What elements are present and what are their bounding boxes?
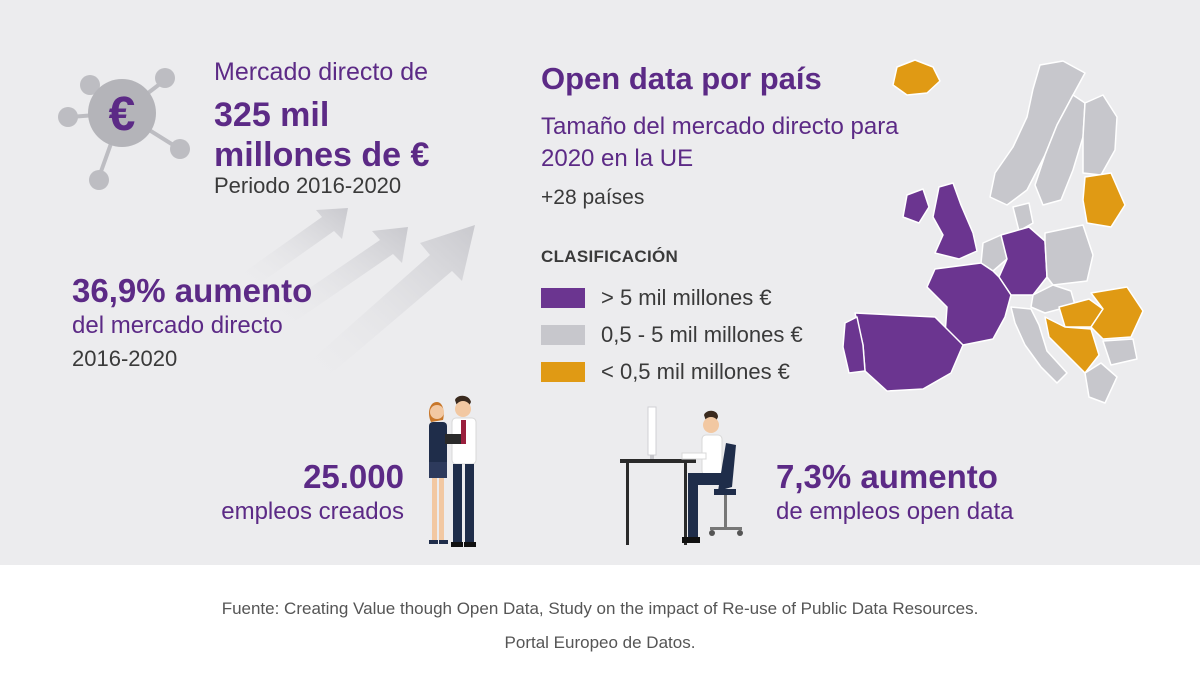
map-norway <box>989 60 1086 206</box>
source-line-2: Portal Europeo de Datos. <box>504 633 696 652</box>
map-france <box>926 262 1012 346</box>
map-germany <box>998 226 1048 296</box>
map-iceland <box>892 59 941 96</box>
map-benelux <box>980 234 1008 272</box>
market-period: Periodo 2016-2020 <box>214 173 402 198</box>
legend-item-high: > 5 mil millones € <box>541 285 772 311</box>
market-amount-line2: millones de € <box>214 136 430 174</box>
increase-years: 2016-2020 <box>72 346 178 371</box>
jobs-subtitle: empleos creados <box>221 498 404 525</box>
map-portugal <box>842 316 866 374</box>
europe-map <box>842 59 1144 404</box>
legend-title: CLASIFICACIÓN <box>541 247 679 266</box>
legend-swatch-low <box>541 362 585 382</box>
footer: Fuente: Creating Value though Open Data,… <box>0 565 1200 684</box>
legend-label-low: < 0,5 mil millones € <box>601 359 790 384</box>
growth-arrows-icon <box>240 208 475 385</box>
euro-network-icon: € <box>58 68 190 190</box>
legend-swatch-high <box>541 288 585 308</box>
svg-text:€: € <box>109 88 136 141</box>
desk-worker-illustration <box>620 406 743 545</box>
increase-subtitle: del mercado directo <box>72 312 283 339</box>
map-italy <box>1010 306 1068 384</box>
map-baltics <box>1082 172 1126 228</box>
legend-label-high: > 5 mil millones € <box>601 285 772 310</box>
map-greece <box>1084 362 1118 404</box>
legend-swatch-mid <box>541 325 585 345</box>
map-romania <box>1090 286 1144 340</box>
infographic-panel: € Mercado directo de 325 mil millones de… <box>0 0 1200 565</box>
map-bulgaria <box>1102 338 1138 366</box>
legend-item-low: < 0,5 mil millones € <box>541 359 790 385</box>
map-denmark <box>1012 202 1034 232</box>
map-poland <box>1044 224 1094 286</box>
open-data-subtitle: Tamaño del mercado directo para 2020 en … <box>541 113 899 172</box>
jobs-number: 25.000 <box>303 458 404 495</box>
map-uk <box>932 182 978 260</box>
legend-label-mid: 0,5 - 5 mil millones € <box>601 322 803 347</box>
map-balkans <box>1044 316 1100 374</box>
open-data-title: Open data por país <box>541 61 822 96</box>
market-intro: Mercado directo de <box>214 58 429 86</box>
increase-title: 36,9% aumento <box>72 272 313 309</box>
market-amount-line1: 325 mil <box>214 96 330 134</box>
legend-item-mid: 0,5 - 5 mil millones € <box>541 322 803 348</box>
map-ireland <box>902 188 930 224</box>
map-finland <box>1082 94 1118 176</box>
open-data-jobs-subtitle: de empleos open data <box>776 498 1014 525</box>
countries-count: +28 países <box>541 186 645 209</box>
source-line-1: Fuente: Creating Value though Open Data,… <box>221 599 979 618</box>
business-people-illustration <box>429 395 477 547</box>
map-sweden <box>1034 94 1086 206</box>
open-data-jobs-title: 7,3% aumento <box>776 458 998 495</box>
